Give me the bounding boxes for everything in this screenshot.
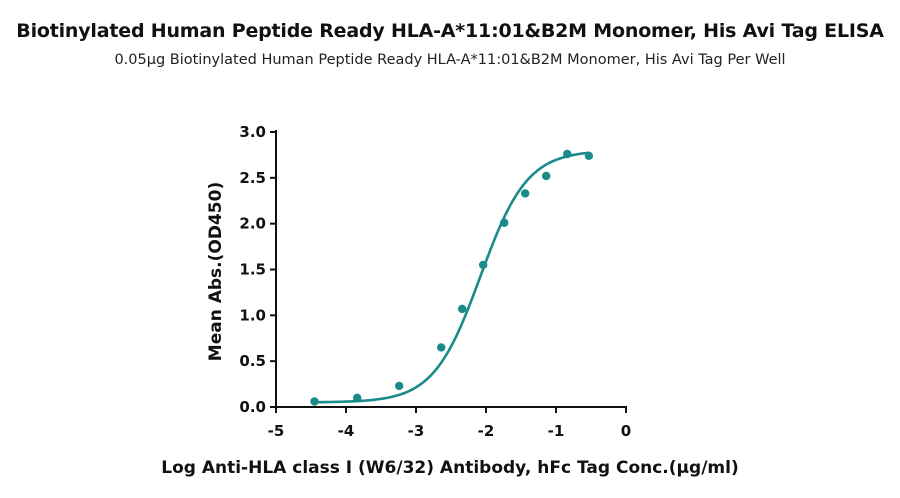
- x-tick-label: -2: [478, 422, 495, 440]
- data-point: [310, 397, 319, 406]
- x-tick-label: -1: [548, 422, 565, 440]
- data-point: [542, 171, 551, 181]
- y-tick-label: 2.5: [239, 169, 266, 187]
- data-point: [395, 381, 404, 391]
- data-point: [500, 218, 509, 227]
- data-point: [521, 189, 530, 198]
- fit-curve: [314, 151, 590, 404]
- data-point: [563, 149, 572, 159]
- x-tick-label: 0: [621, 422, 631, 440]
- x-tick-label: -3: [408, 422, 425, 440]
- data-point: [353, 393, 362, 403]
- y-tick-label: 1.5: [239, 261, 266, 279]
- data-point: [458, 304, 467, 314]
- data-points: [310, 149, 594, 406]
- x-tick-label: -5: [268, 422, 285, 440]
- axes: [275, 130, 627, 408]
- data-point: [584, 151, 594, 161]
- x-tick-label: -4: [338, 422, 355, 440]
- chart-subtitle: 0.05μg Biotinylated Human Peptide Ready …: [114, 52, 786, 68]
- y-tick-label: 0.5: [239, 352, 266, 370]
- y-tick-label: 3.0: [239, 123, 266, 141]
- data-point: [479, 260, 488, 270]
- y-axis-title: Mean Abs.(OD450): [206, 182, 226, 361]
- data-point: [437, 343, 446, 352]
- y-tick-label: 1.0: [239, 306, 266, 324]
- ticks: -5 -4 -3 -2 -1 0 0.0 0.5 1.0 1.5 2.0 2.5 3.0: [239, 123, 631, 440]
- x-axis-title: Log Anti-HLA class I (W6/32) Antibody, h…: [161, 458, 739, 478]
- chart-title: Biotinylated Human Peptide Ready HLA-A*1…: [16, 20, 884, 42]
- y-tick-label: 2.0: [239, 215, 266, 233]
- y-tick-label: 0.0: [239, 398, 266, 416]
